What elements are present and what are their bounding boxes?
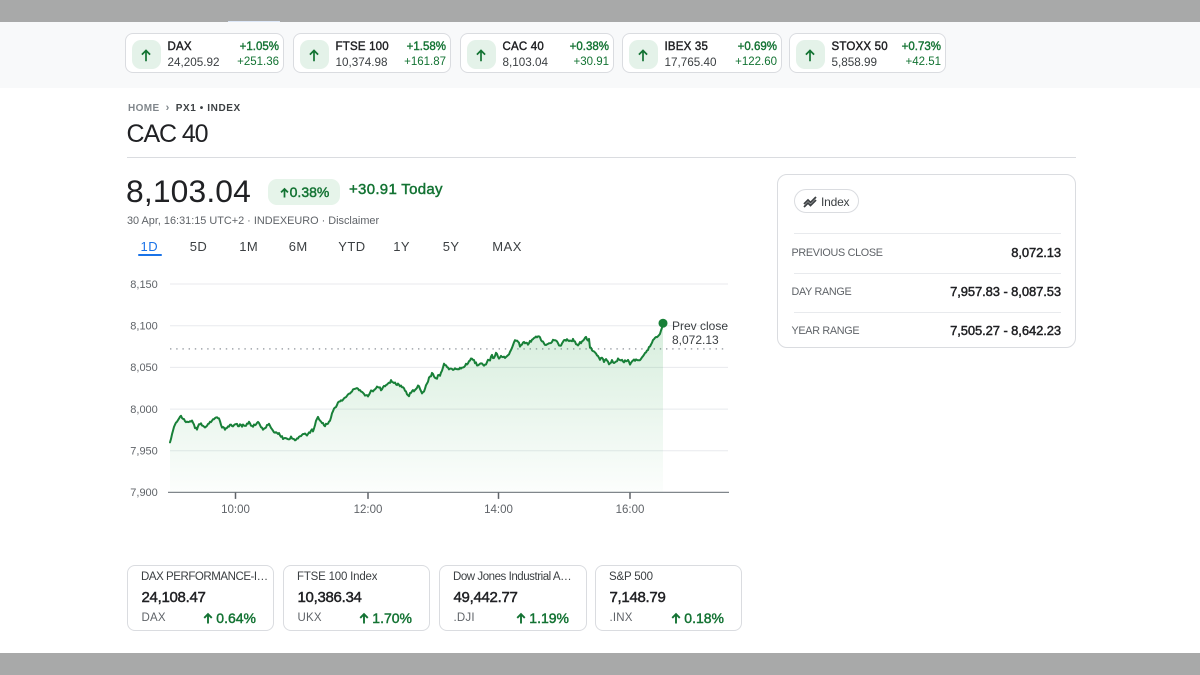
svg-text:8,100: 8,100 bbox=[130, 321, 158, 333]
svg-text:Prev close: Prev close bbox=[672, 319, 728, 333]
svg-text:7,950: 7,950 bbox=[130, 446, 158, 458]
svg-text:14:00: 14:00 bbox=[484, 504, 513, 516]
svg-text:16:00: 16:00 bbox=[616, 504, 645, 516]
svg-text:8,150: 8,150 bbox=[130, 279, 158, 291]
svg-text:10:00: 10:00 bbox=[221, 504, 250, 516]
svg-text:8,000: 8,000 bbox=[130, 404, 158, 416]
svg-text:7,900: 7,900 bbox=[130, 487, 158, 499]
svg-text:12:00: 12:00 bbox=[354, 504, 383, 516]
svg-text:8,072.13: 8,072.13 bbox=[672, 333, 719, 347]
svg-text:8,050: 8,050 bbox=[130, 362, 158, 374]
